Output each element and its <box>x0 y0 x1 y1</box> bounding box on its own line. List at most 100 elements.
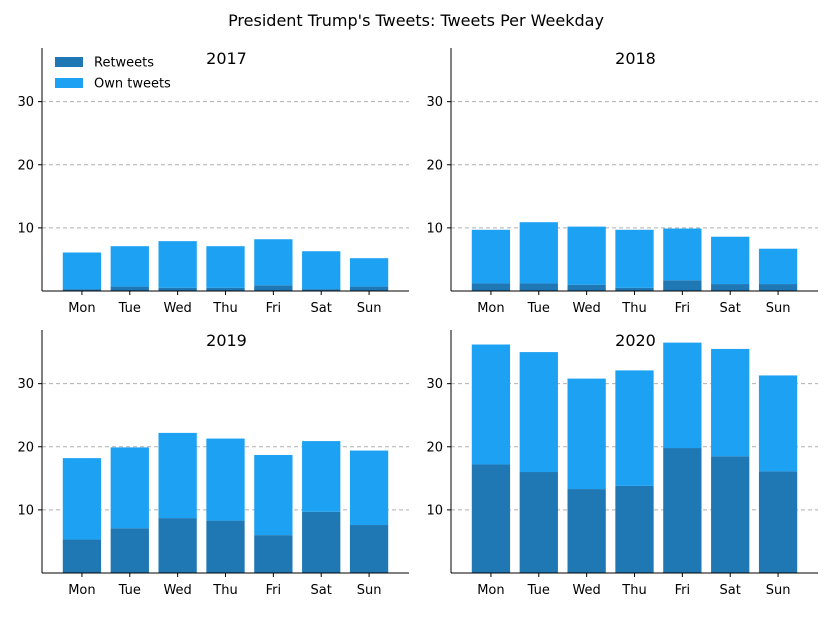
legend-label: Own tweets <box>94 77 171 92</box>
x-tick-label: Tue <box>527 301 550 316</box>
bar-retweets-fri <box>663 280 702 291</box>
x-tick-label: Tue <box>118 301 141 316</box>
bar-own-tweets-mon <box>62 252 102 290</box>
panel-2017: 10 20 30 Mon Tue Wed Thu Fri Sat Sun 2017 Retweets O… <box>17 48 409 316</box>
bar-retweets-sun <box>758 471 798 573</box>
bar-own-tweets-sun <box>758 375 798 472</box>
bar-retweets-sun <box>349 525 389 573</box>
x-tick-label: Sat <box>311 301 332 316</box>
bar-retweets-fri <box>254 285 293 291</box>
bar-own-tweets-tue <box>110 447 149 529</box>
bar-own-tweets-fri <box>663 342 702 449</box>
bar-retweets-sat <box>302 511 341 573</box>
y-tick-label: 20 <box>426 158 443 173</box>
x-tick-label: Wed <box>163 583 191 598</box>
x-tick-label: Thu <box>621 301 646 316</box>
x-tick-label: Sun <box>357 583 382 598</box>
bar-retweets-wed <box>567 284 606 291</box>
bar-own-tweets-wed <box>158 432 197 519</box>
figure-title: President Trump's Tweets: Tweets Per Wee… <box>228 11 604 30</box>
y-tick-label: 20 <box>426 440 443 455</box>
x-tick-label: Sat <box>311 583 332 598</box>
y-tick-label: 10 <box>17 503 34 518</box>
x-tick-label: Fri <box>675 583 691 598</box>
y-tick-label: 20 <box>17 158 34 173</box>
bar-own-tweets-fri <box>254 239 293 286</box>
bar-own-tweets-thu <box>206 438 245 521</box>
bar-own-tweets-mon <box>471 344 511 465</box>
x-tick-label: Tue <box>527 583 550 598</box>
bar-own-tweets-sat <box>302 251 341 290</box>
x-tick-label: Wed <box>572 301 600 316</box>
bar-own-tweets-sat <box>711 236 750 285</box>
bar-retweets-sat <box>711 456 750 573</box>
bar-own-tweets-mon <box>62 458 102 540</box>
bar-own-tweets-tue <box>519 222 558 284</box>
bar-own-tweets-tue <box>110 246 149 287</box>
bar-retweets-mon <box>471 283 511 291</box>
bar-retweets-thu <box>615 287 654 291</box>
panel-title: 2018 <box>615 49 656 68</box>
x-tick-label: Sat <box>720 583 741 598</box>
panel-2020: 10 20 30 Mon Tue Wed Thu Fri Sat Sun 2020 <box>426 330 818 598</box>
panel-2019: 10 20 30 Mon Tue Wed Thu Fri Sat Sun 2019 <box>17 330 409 598</box>
bar-own-tweets-tue <box>519 352 558 473</box>
y-tick-label: 30 <box>426 377 443 392</box>
y-tick-label: 20 <box>17 440 34 455</box>
bar-retweets-sat <box>711 284 750 291</box>
bar-retweets-thu <box>206 287 245 291</box>
x-tick-label: Thu <box>621 583 646 598</box>
x-tick-label: Mon <box>477 301 504 316</box>
x-tick-label: Wed <box>572 583 600 598</box>
bar-own-tweets-sat <box>711 348 750 457</box>
y-tick-label: 10 <box>426 221 443 236</box>
x-tick-label: Tue <box>118 583 141 598</box>
bar-retweets-sat <box>302 289 341 291</box>
panel-title: 2019 <box>206 331 247 350</box>
y-tick-label: 30 <box>17 377 34 392</box>
bar-retweets-mon <box>62 539 102 573</box>
bar-retweets-tue <box>110 528 149 573</box>
bar-own-tweets-sun <box>349 258 389 287</box>
y-tick-label: 30 <box>17 95 34 110</box>
x-tick-label: Fri <box>266 301 282 316</box>
panel-title: 2020 <box>615 331 656 350</box>
bar-own-tweets-sun <box>758 248 798 285</box>
bar-retweets-tue <box>519 472 558 573</box>
x-tick-label: Wed <box>163 301 191 316</box>
legend-swatch-retweets <box>55 57 83 67</box>
x-tick-label: Sat <box>720 301 741 316</box>
bar-retweets-tue <box>519 283 558 291</box>
bar-retweets-mon <box>471 464 511 573</box>
bar-own-tweets-mon <box>471 229 511 284</box>
legend-swatch-own-tweets <box>55 78 83 88</box>
bar-retweets-thu <box>615 485 654 573</box>
bar-own-tweets-fri <box>254 454 293 536</box>
panel-2018: 10 20 30 Mon Tue Wed Thu Fri Sat Sun 2018 <box>426 48 818 316</box>
bar-own-tweets-wed <box>567 378 606 490</box>
panel-title: 2017 <box>206 49 247 68</box>
x-tick-label: Sun <box>766 583 791 598</box>
bar-own-tweets-thu <box>615 370 654 486</box>
bar-retweets-thu <box>206 520 245 573</box>
x-tick-label: Sun <box>357 301 382 316</box>
x-tick-label: Thu <box>212 301 237 316</box>
y-tick-label: 30 <box>426 95 443 110</box>
bar-own-tweets-thu <box>615 229 654 288</box>
bar-own-tweets-sat <box>302 441 341 512</box>
x-tick-label: Fri <box>675 301 691 316</box>
bar-retweets-tue <box>110 286 149 291</box>
x-tick-label: Mon <box>477 583 504 598</box>
bar-retweets-wed <box>158 287 197 291</box>
legend-label: Retweets <box>94 56 154 71</box>
legend: Retweets Own tweets <box>55 56 171 92</box>
bar-own-tweets-wed <box>567 226 606 285</box>
bar-own-tweets-wed <box>158 241 197 288</box>
bar-retweets-fri <box>254 535 293 573</box>
y-tick-label: 10 <box>17 221 34 236</box>
bar-retweets-fri <box>663 448 702 573</box>
bar-retweets-wed <box>158 518 197 573</box>
x-tick-label: Mon <box>68 301 95 316</box>
bar-retweets-sun <box>349 286 389 291</box>
